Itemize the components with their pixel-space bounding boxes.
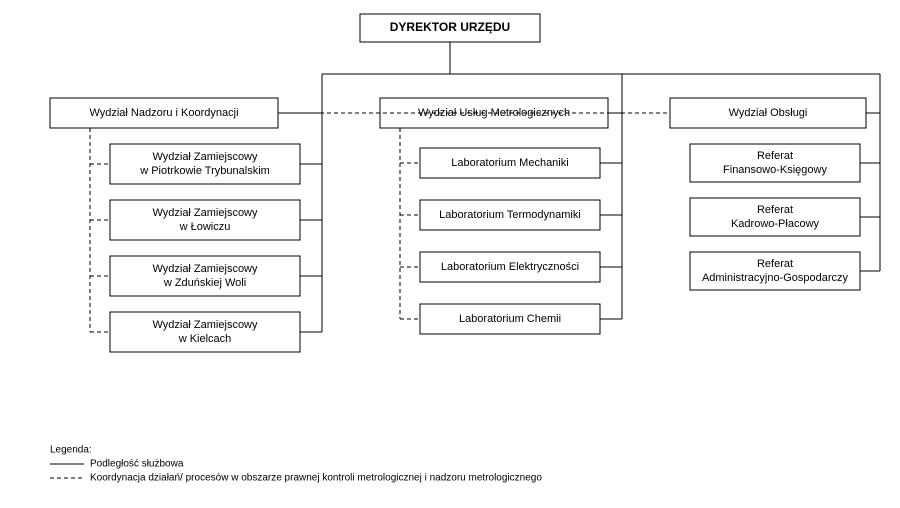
child-0-1-label2: w Łowiczu — [179, 221, 231, 233]
child-0-3-label2: w Kielcach — [178, 333, 232, 345]
child-1-0-label: Laboratorium Mechaniki — [451, 157, 568, 169]
column-header-2-label: Wydział Obsługi — [729, 107, 808, 119]
legend-solid-label: Podległość służbowa — [90, 459, 184, 470]
column-header-0: Wydział Nadzoru i Koordynacji — [50, 98, 278, 128]
root-node: DYREKTOR URZĘDU — [360, 14, 540, 42]
child-2-2-label: Referat — [757, 258, 793, 270]
child-2-0-label2: Finansowo-Księgowy — [723, 164, 827, 176]
child-0-2-label: Wydział Zamiejscowy — [152, 263, 258, 275]
column-header-2: Wydział Obsługi — [670, 98, 866, 128]
child-0-1: Wydział Zamiejscowy w Łowiczu — [110, 200, 300, 240]
child-2-1-label: Referat — [757, 204, 793, 216]
child-1-0: Laboratorium Mechaniki — [420, 148, 600, 178]
legend-title: Legenda: — [50, 445, 92, 456]
child-0-2: Wydział Zamiejscowy w Zduńskiej Woli — [110, 256, 300, 296]
child-0-0-label: Wydział Zamiejscowy — [152, 151, 258, 163]
legend-dashed-label: Koordynacja działań/ procesów w obszarze… — [90, 473, 542, 484]
child-2-1: Referat Kadrowo-Płacowy — [690, 198, 860, 236]
column-header-0-label: Wydział Nadzoru i Koordynacji — [89, 107, 238, 119]
child-2-1-label2: Kadrowo-Płacowy — [731, 218, 820, 230]
child-1-2-label: Laboratorium Elektryczności — [441, 261, 579, 273]
child-1-1-label: Laboratorium Termodynamiki — [439, 209, 581, 221]
child-1-3: Laboratorium Chemii — [420, 304, 600, 334]
child-1-3-label: Laboratorium Chemii — [459, 313, 561, 325]
child-0-3: Wydział Zamiejscowy w Kielcach — [110, 312, 300, 352]
org-chart: DYREKTOR URZĘDU Wydział Nadzoru i Koordyn… — [0, 0, 900, 508]
child-1-1: Laboratorium Termodynamiki — [420, 200, 600, 230]
child-2-2: Referat Administracyjno-Gospodarczy — [690, 252, 860, 290]
child-0-2-label2: w Zduńskiej Woli — [163, 277, 246, 289]
child-0-1-label: Wydział Zamiejscowy — [152, 207, 258, 219]
child-0-3-label: Wydział Zamiejscowy — [152, 319, 258, 331]
child-2-2-label2: Administracyjno-Gospodarczy — [702, 272, 849, 284]
child-1-2: Laboratorium Elektryczności — [420, 252, 600, 282]
root-node-label: DYREKTOR URZĘDU — [390, 20, 510, 34]
child-0-0-label2: w Piotrkowie Trybunalskim — [139, 165, 270, 177]
child-2-0: Referat Finansowo-Księgowy — [690, 144, 860, 182]
child-2-0-label: Referat — [757, 150, 793, 162]
child-0-0: Wydział Zamiejscowy w Piotrkowie Trybunal… — [110, 144, 300, 184]
